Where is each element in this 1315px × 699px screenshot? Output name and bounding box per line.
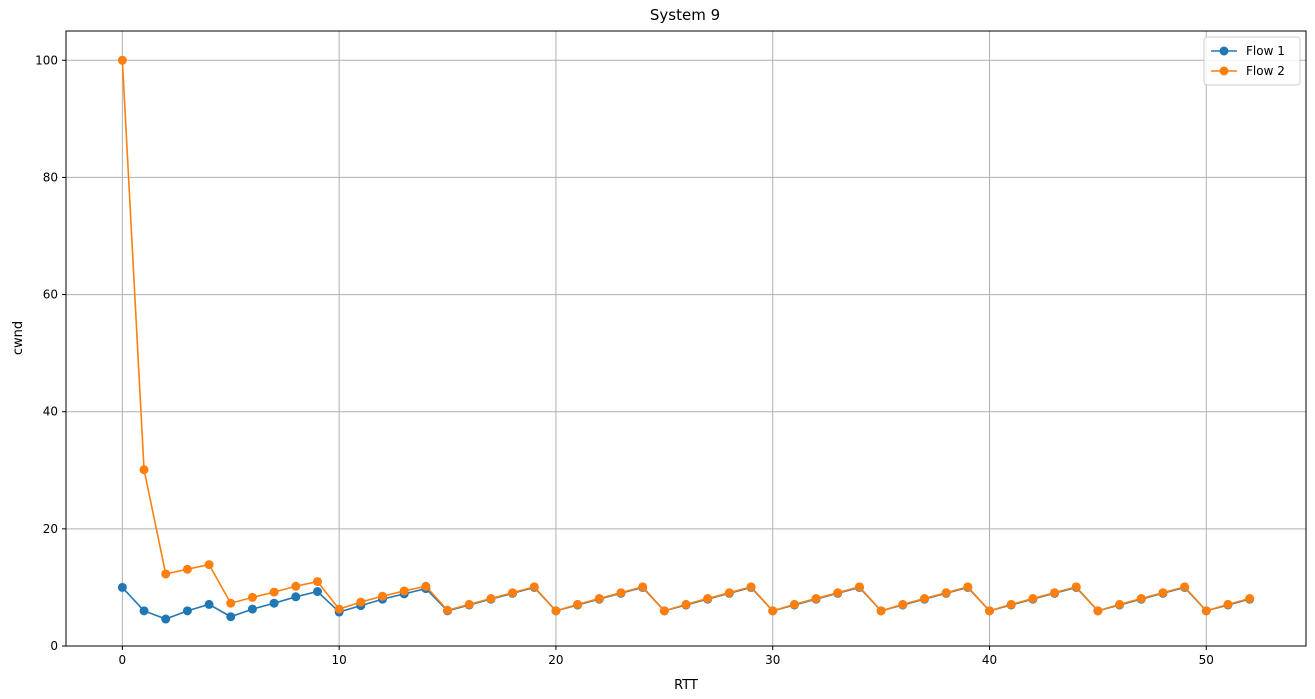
data-point <box>703 594 713 604</box>
plot-frame <box>65 30 1307 647</box>
data-point <box>464 599 474 609</box>
data-point <box>161 614 171 624</box>
data-point <box>312 587 322 597</box>
y-tick-label: 40 <box>43 405 58 419</box>
data-point <box>226 612 236 622</box>
data-point <box>421 581 431 591</box>
data-point <box>811 594 821 604</box>
series-2 <box>117 55 1255 616</box>
series-line <box>121 60 1250 612</box>
y-tick-label: 60 <box>43 288 58 302</box>
data-point <box>638 582 648 592</box>
x-tick-label: 40 <box>982 653 997 667</box>
data-point <box>768 606 778 616</box>
data-point <box>1028 594 1038 604</box>
data-point <box>356 597 366 607</box>
x-tick-label: 10 <box>332 653 347 667</box>
legend-label: Flow 1 <box>1246 44 1285 58</box>
grid-lines <box>66 31 1306 647</box>
data-point <box>247 592 257 602</box>
data-point <box>833 588 843 598</box>
data-point <box>1115 599 1125 609</box>
data-point <box>291 581 301 591</box>
data-point <box>139 465 149 475</box>
data-point <box>139 606 149 616</box>
data-point <box>551 606 561 616</box>
data-point <box>204 599 214 609</box>
data-point <box>117 582 127 592</box>
data-point <box>1223 599 1233 609</box>
x-tick-label: 50 <box>1199 653 1214 667</box>
data-point <box>963 582 973 592</box>
data-point <box>1180 582 1190 592</box>
data-point <box>1136 594 1146 604</box>
data-point <box>941 588 951 598</box>
y-axis-label: cwnd <box>11 321 26 355</box>
data-point <box>1158 588 1168 598</box>
data-point <box>789 599 799 609</box>
data-point <box>1245 594 1255 604</box>
data-point <box>594 594 604 604</box>
data-point <box>746 582 756 592</box>
y-tick-label: 80 <box>43 170 58 184</box>
data-point <box>529 582 539 592</box>
data-point <box>573 599 583 609</box>
legend-swatch-marker <box>1219 46 1229 56</box>
data-point <box>399 586 409 596</box>
legend: Flow 1 Flow 2 <box>1203 36 1301 86</box>
data-point <box>443 605 453 615</box>
x-axis-label: RTT <box>674 678 698 693</box>
data-point <box>898 599 908 609</box>
data-point <box>919 594 929 604</box>
data-point <box>854 582 864 592</box>
data-point <box>1071 582 1081 592</box>
data-point <box>204 560 214 570</box>
data-point <box>1201 606 1211 616</box>
axis-ticks: 0 10 20 30 40 50 0 20 40 60 80 100 <box>35 53 1214 667</box>
data-point <box>182 564 192 574</box>
data-point <box>1006 599 1016 609</box>
data-point <box>226 598 236 608</box>
data-point <box>876 606 886 616</box>
legend-item: Flow 2 <box>1211 64 1285 78</box>
y-tick-label: 100 <box>35 53 58 67</box>
data-point <box>291 592 301 602</box>
data-point <box>486 594 496 604</box>
data-point <box>681 599 691 609</box>
data-point <box>508 588 518 598</box>
data-point <box>269 598 279 608</box>
data-point <box>984 606 994 616</box>
x-tick-label: 20 <box>548 653 563 667</box>
data-point <box>378 591 388 601</box>
data-point <box>312 577 322 587</box>
x-tick-label: 0 <box>119 653 127 667</box>
data-point <box>616 588 626 598</box>
legend-label: Flow 2 <box>1246 64 1285 78</box>
data-point <box>182 606 192 616</box>
legend-item: Flow 1 <box>1211 44 1285 58</box>
chart-title: System 9 <box>650 6 720 24</box>
y-tick-label: 20 <box>43 522 58 536</box>
data-point <box>1050 588 1060 598</box>
data-point <box>1093 606 1103 616</box>
data-point <box>334 604 344 614</box>
data-point <box>659 606 669 616</box>
data-point <box>247 604 257 614</box>
series-layer <box>117 55 1255 624</box>
y-tick-label: 0 <box>50 639 58 653</box>
data-point <box>161 569 171 579</box>
data-point <box>117 55 127 65</box>
data-point <box>269 587 279 597</box>
legend-swatch-marker <box>1219 66 1229 76</box>
data-point <box>724 588 734 598</box>
x-tick-label: 30 <box>765 653 780 667</box>
